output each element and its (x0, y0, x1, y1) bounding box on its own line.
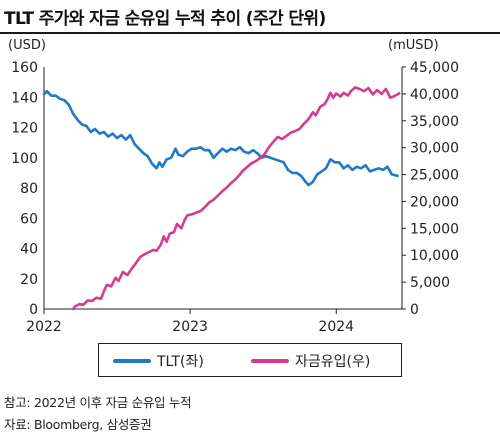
right-tick-label: 0 (410, 302, 419, 318)
legend-swatch-flow (251, 359, 289, 363)
axes-layer: 0 20 40 60 80 100 120 140 160 0 5,000 10,000 15,000 2… (11, 60, 459, 335)
x-tick-label: 2023 (172, 319, 208, 335)
chart-title: TLT 주가와 자금 순유입 누적 추이 (주간 단위) (4, 9, 326, 29)
right-tick-label: 45,000 (410, 60, 459, 76)
series-line-flow (71, 86, 401, 311)
legend-item-tlt: TLT(좌) (113, 351, 204, 371)
legend-swatch-tlt (113, 359, 151, 363)
left-tick-label: 20 (20, 272, 38, 288)
right-tick-label: 30,000 (410, 141, 459, 157)
series-layer (42, 86, 401, 311)
right-tick-label: 20,000 (410, 194, 459, 210)
right-tick-label: 5,000 (410, 275, 450, 291)
left-tick-label: 140 (11, 90, 38, 106)
left-tick-label: 60 (20, 211, 38, 227)
left-tick-label: 100 (11, 151, 38, 167)
right-tick-label: 25,000 (410, 168, 459, 184)
right-axis-unit: (mUSD) (388, 38, 439, 53)
series-line-tlt (42, 89, 399, 187)
legend: TLT(좌) 자금유입(우) (98, 343, 402, 377)
footnote-note: 참고: 2022년 이후 자금 순유입 누적 (4, 395, 192, 410)
x-tick-label: 2022 (26, 319, 62, 335)
right-tick-label: 40,000 (410, 87, 459, 103)
legend-item-flow: 자금유입(우) (251, 351, 370, 371)
left-tick-label: 120 (11, 121, 38, 137)
chart-svg: (USD) (mUSD) 0 20 40 60 80 100 120 140 160 0 5,000… (8, 38, 459, 335)
left-axis-unit: (USD) (8, 38, 46, 53)
left-tick-label: 0 (29, 302, 38, 318)
footnote-source: 자료: Bloomberg, 삼성증권 (4, 417, 152, 432)
title-rule (0, 32, 500, 34)
left-tick-label: 80 (20, 181, 38, 197)
right-tick-label: 15,000 (410, 221, 459, 237)
left-tick-label: 40 (20, 242, 38, 258)
x-tick-label: 2024 (318, 319, 354, 335)
legend-label-flow: 자금유입(우) (295, 354, 371, 370)
right-tick-label: 35,000 (410, 114, 459, 130)
right-tick-label: 10,000 (410, 248, 459, 264)
left-tick-label: 160 (11, 60, 38, 76)
legend-label-tlt: TLT(좌) (157, 354, 204, 370)
